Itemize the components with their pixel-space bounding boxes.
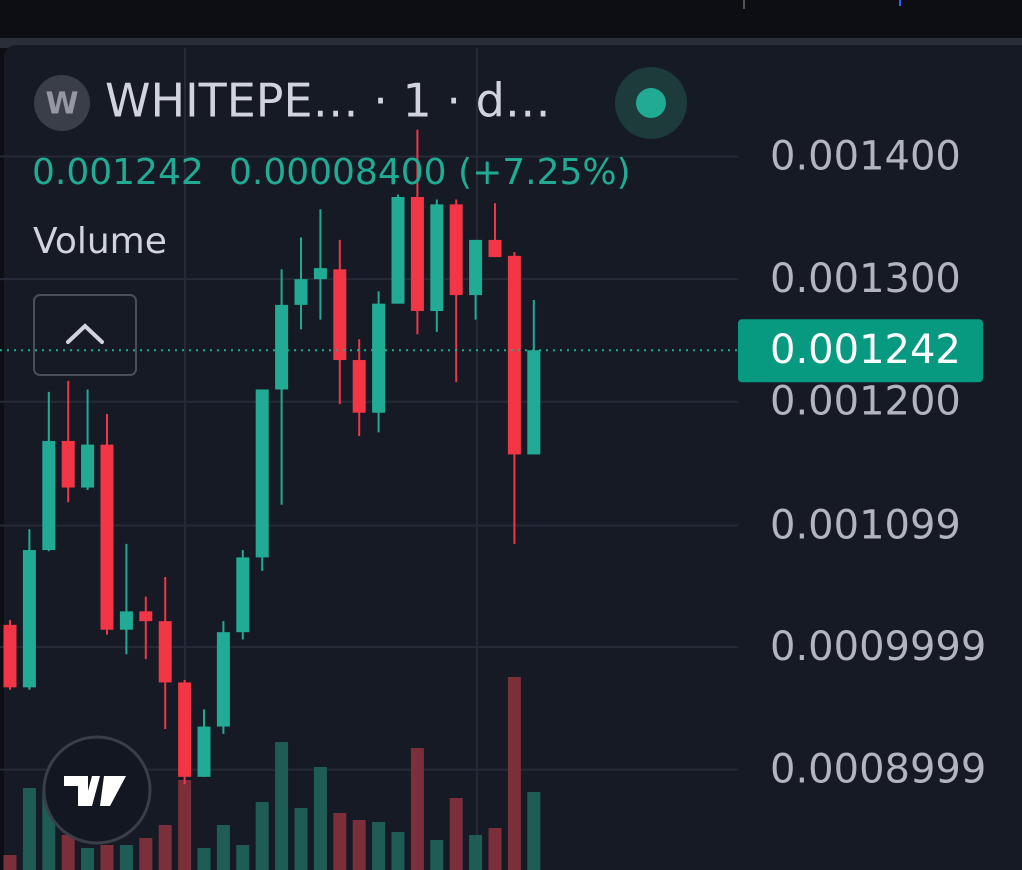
- volume-bar: [294, 808, 308, 870]
- candle-body: [139, 611, 153, 622]
- y-tick-label: 0.001300: [770, 256, 961, 302]
- symbol-logo-text: W: [45, 87, 78, 122]
- y-tick-label: 0.001099: [770, 503, 961, 549]
- volume-bar: [313, 767, 327, 870]
- volume-bar: [197, 848, 211, 870]
- last-price-badge: [738, 319, 983, 383]
- symbol-logo: [34, 75, 90, 131]
- candle-body: [42, 440, 56, 551]
- tradingview-mark: [64, 776, 126, 806]
- plot: [0, 129, 738, 870]
- candle-body: [333, 269, 347, 361]
- volume-bar: [372, 822, 386, 870]
- candle-body: [158, 621, 172, 683]
- volume-bar: [119, 845, 133, 870]
- candle-body: [197, 726, 211, 777]
- y-tick-label: 0.0008999: [770, 747, 986, 793]
- volume-bar: [333, 813, 347, 870]
- panel-edge: [0, 38, 1022, 48]
- volume-bar: [3, 855, 17, 870]
- volume-bar: [469, 835, 483, 870]
- volume-bar: [178, 780, 192, 870]
- volume-bar: [158, 825, 172, 870]
- indicator-name[interactable]: Volume: [33, 221, 167, 262]
- volume-bar: [275, 742, 289, 870]
- tradingview-logo[interactable]: [42, 735, 152, 845]
- status-dot: [636, 88, 666, 118]
- candle-body: [236, 557, 250, 633]
- volume-bar: [488, 828, 502, 870]
- candle-body: [178, 682, 192, 777]
- candle-body: [352, 360, 366, 413]
- top-strip: [0, 0, 1022, 38]
- candle-body: [3, 624, 17, 688]
- candle-body: [527, 350, 541, 455]
- candle-body: [22, 550, 36, 688]
- candle-body: [81, 444, 95, 488]
- volume-bar: [527, 792, 541, 870]
- candle-body: [61, 440, 75, 488]
- candle-body: [119, 611, 133, 630]
- last-price: 0.001242: [32, 152, 204, 193]
- price-change: 0.00008400 (+7.25%): [229, 152, 631, 193]
- y-tick-label: 0.0009999: [770, 624, 986, 670]
- volume-bar: [100, 845, 114, 870]
- candle-body: [100, 444, 114, 630]
- candle-body: [410, 197, 424, 312]
- volume-bar: [236, 845, 250, 870]
- collapse-button[interactable]: [33, 294, 137, 376]
- candle-body: [507, 255, 521, 455]
- candle-body: [391, 197, 405, 304]
- candle-body: [294, 279, 308, 305]
- volume-bar: [139, 838, 153, 870]
- volume-bar: [22, 788, 36, 870]
- volume-bar: [352, 820, 366, 870]
- candle-body: [488, 239, 502, 258]
- candle-body: [216, 632, 230, 727]
- chevron-icon: [66, 323, 104, 344]
- last-price-label: 0.001242: [770, 327, 961, 373]
- volume-bar: [391, 832, 405, 870]
- candle-body: [372, 303, 386, 413]
- volume-bar: [430, 840, 444, 870]
- volume-bar: [449, 798, 463, 870]
- candle-body: [449, 204, 463, 296]
- volume-bar: [216, 825, 230, 870]
- volume-bar: [61, 835, 75, 870]
- y-tick-label: 0.001400: [770, 134, 961, 180]
- overlay: W WHITEPE… · 1 · d… 0.001242 0.00008400 …: [32, 67, 986, 845]
- chart-panel: [4, 45, 1022, 870]
- volume-bar: [255, 802, 269, 870]
- y-tick-label: 0.001200: [770, 379, 961, 425]
- candle-body: [469, 239, 483, 296]
- candle-body: [313, 268, 327, 280]
- volume-bar: [410, 748, 424, 870]
- symbol-title[interactable]: WHITEPE… · 1 · d…: [105, 74, 551, 128]
- candle-body: [255, 389, 269, 558]
- candle-body: [430, 204, 444, 312]
- volume-bar: [81, 848, 95, 870]
- volume-bar: [507, 677, 521, 870]
- candle-body: [275, 304, 289, 390]
